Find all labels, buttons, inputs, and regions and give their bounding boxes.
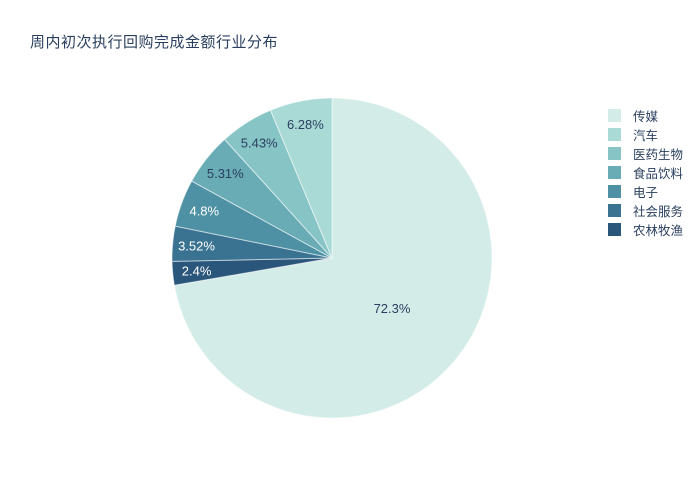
legend-swatch [608, 128, 621, 141]
pie-slice-label: 72.3% [374, 301, 411, 316]
legend-label: 食品饮料 [633, 167, 684, 181]
legend-item[interactable]: 食品饮料 [608, 163, 683, 182]
legend-label: 电子 [633, 186, 659, 200]
chart-title: 周内初次执行回购完成金额行业分布 [30, 34, 279, 51]
pie-slice[interactable] [269, 97, 333, 259]
legend-swatch [608, 223, 621, 236]
pie-slice-label: 3.52% [178, 238, 215, 253]
pie-slice-label: 2.4% [182, 264, 212, 279]
legend-item[interactable]: 电子 [608, 182, 683, 201]
legend-item[interactable]: 医药生物 [608, 144, 683, 163]
legend-item[interactable]: 农林牧渔 [608, 220, 683, 239]
legend-label: 农林牧渔 [633, 224, 684, 238]
legend-label: 医药生物 [633, 148, 684, 162]
pie-slice-label: 5.43% [241, 136, 278, 151]
legend-label: 汽车 [633, 129, 659, 143]
legend-item[interactable]: 传媒 [608, 106, 683, 125]
legend-swatch [608, 147, 621, 160]
pie-slice-label: 4.8% [189, 204, 219, 219]
legend-item[interactable]: 汽车 [608, 125, 683, 144]
legend-swatch [608, 109, 621, 122]
legend: 传媒汽车医药生物食品饮料电子社会服务农林牧渔 [608, 106, 683, 239]
legend-label: 传媒 [633, 110, 659, 124]
pie-slice[interactable] [173, 97, 493, 419]
pie-slice-label: 6.28% [287, 117, 324, 132]
legend-item[interactable]: 社会服务 [608, 201, 683, 220]
pie-slice-label: 5.31% [207, 166, 244, 181]
legend-swatch [608, 185, 621, 198]
legend-swatch [608, 204, 621, 217]
legend-swatch [608, 166, 621, 179]
legend-label: 社会服务 [633, 205, 684, 219]
